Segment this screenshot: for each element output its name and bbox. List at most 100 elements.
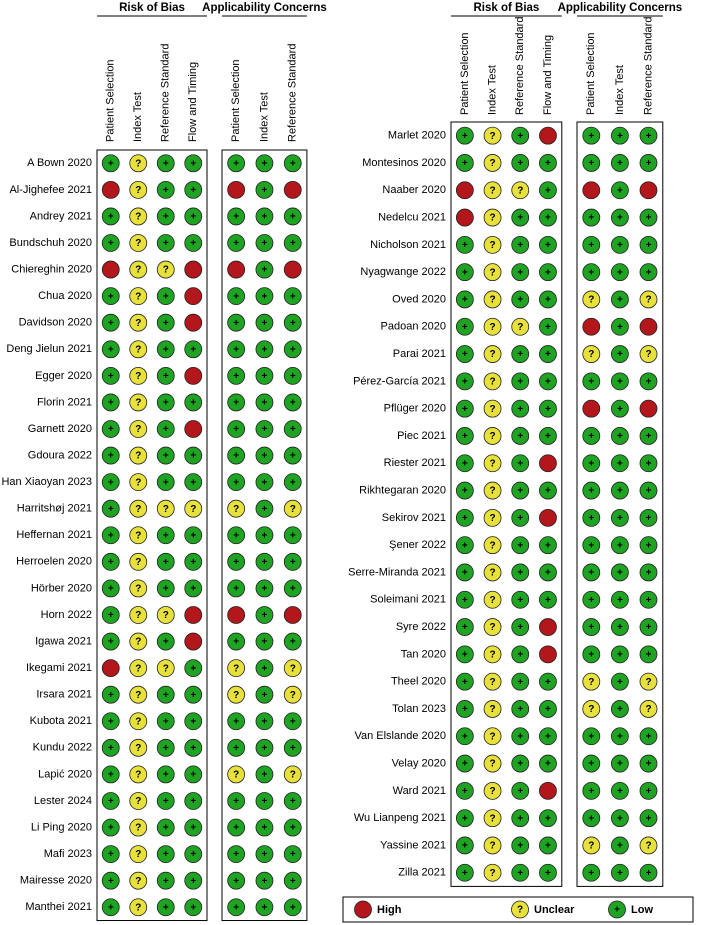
study-name: A Bown 2020 xyxy=(27,157,92,169)
rating-symbol: + xyxy=(462,595,468,606)
rating-symbol: + xyxy=(290,716,296,727)
rating-dot xyxy=(156,287,175,306)
rating-dot xyxy=(156,871,175,890)
rating-symbol: + xyxy=(290,344,296,355)
rating-dot xyxy=(511,781,530,800)
rating-dot xyxy=(539,672,557,691)
rating-dot xyxy=(129,287,148,306)
rating-symbol: + xyxy=(290,424,296,435)
rating-dot xyxy=(129,818,148,837)
rating-dot xyxy=(101,260,120,279)
rating-symbol: + xyxy=(617,131,623,142)
rating-dot xyxy=(227,420,246,438)
rating-symbol: ? xyxy=(588,349,594,360)
rating-symbol: + xyxy=(646,131,652,142)
rating-symbol: + xyxy=(262,504,268,515)
rating-dot xyxy=(227,685,246,704)
rating-symbol: + xyxy=(233,530,239,541)
rating-symbol: + xyxy=(646,540,652,551)
rating-symbol: + xyxy=(233,849,239,860)
rating-dot xyxy=(611,645,629,664)
rating-dot xyxy=(455,754,474,773)
rating-dot xyxy=(511,836,530,855)
rating-symbol: + xyxy=(190,743,196,754)
rating-dot xyxy=(539,781,557,800)
rating-dot xyxy=(539,508,557,527)
rating-dot xyxy=(101,685,120,704)
rating-symbol: ? xyxy=(489,213,495,224)
rating-symbol: + xyxy=(233,451,239,462)
rating-dot xyxy=(639,618,658,636)
rating-dot xyxy=(227,393,246,412)
rating-dot xyxy=(511,126,530,145)
rating-dot xyxy=(539,345,557,363)
rating-dot xyxy=(539,154,557,172)
rating-symbol: + xyxy=(617,213,623,224)
rating-dot xyxy=(483,508,502,527)
rating-symbol: + xyxy=(262,849,268,860)
rating-dot xyxy=(455,781,474,800)
rating-dot xyxy=(227,154,246,173)
legend-label: High xyxy=(377,904,402,916)
rating-dot xyxy=(227,738,246,757)
rating-dot xyxy=(639,345,658,363)
rating-symbol: + xyxy=(190,344,196,355)
rating-symbol: + xyxy=(462,759,468,770)
rating-dot xyxy=(255,845,274,864)
rating-dot xyxy=(101,446,120,465)
rating-dot xyxy=(283,180,302,199)
rating-dot xyxy=(639,563,658,582)
rating-symbol: ? xyxy=(163,504,169,515)
rating-dot xyxy=(608,900,626,919)
rating-symbol: + xyxy=(262,238,268,249)
rating-symbol: ? xyxy=(135,584,141,595)
rating-symbol: + xyxy=(290,451,296,462)
rating-symbol: + xyxy=(290,238,296,249)
rating-symbol: + xyxy=(190,557,196,568)
rating-dot xyxy=(582,863,601,882)
rating-symbol: + xyxy=(545,158,551,169)
rating-symbol: + xyxy=(290,584,296,595)
study-name: Mafi 2023 xyxy=(44,848,92,860)
rating-symbol: + xyxy=(108,398,114,409)
rating-symbol: + xyxy=(233,743,239,754)
rating-symbol: + xyxy=(588,486,594,497)
rating-symbol: + xyxy=(108,716,114,727)
rating-symbol: + xyxy=(617,486,623,497)
rating-dot xyxy=(611,481,629,500)
rating-dot xyxy=(227,792,246,810)
column-label: Flow and Timing xyxy=(187,62,199,142)
study-name: Garnett 2020 xyxy=(28,423,92,435)
rating-symbol: + xyxy=(646,376,652,387)
rating-dot xyxy=(611,154,629,172)
group-box xyxy=(221,149,308,922)
rating-dot xyxy=(539,754,557,773)
rating-symbol: + xyxy=(108,796,114,807)
rating-dot xyxy=(156,552,175,571)
study-name: Hörber 2020 xyxy=(31,582,92,594)
rating-dot xyxy=(255,154,274,173)
rating-dot xyxy=(156,659,175,678)
rating-dot xyxy=(255,606,274,624)
rating-dot xyxy=(582,372,601,391)
rating-dot xyxy=(611,590,629,609)
rating-symbol: + xyxy=(290,849,296,860)
rating-dot xyxy=(582,618,601,636)
rating-dot xyxy=(184,154,203,173)
rating-dot xyxy=(101,632,120,651)
rating-dot xyxy=(156,420,175,438)
rating-dot xyxy=(101,393,120,412)
rating-dot xyxy=(511,208,530,227)
rating-dot xyxy=(483,126,502,145)
rating-dot xyxy=(455,317,474,336)
rating-dot xyxy=(639,809,658,828)
rating-dot xyxy=(511,645,530,664)
rating-dot xyxy=(283,765,302,784)
rating-dot xyxy=(255,818,274,837)
rating-symbol: + xyxy=(190,584,196,595)
rating-dot xyxy=(184,393,203,412)
rating-dot xyxy=(184,420,203,438)
rating-dot xyxy=(156,792,175,810)
rating-symbol: + xyxy=(163,158,169,169)
rating-symbol: + xyxy=(545,240,551,251)
